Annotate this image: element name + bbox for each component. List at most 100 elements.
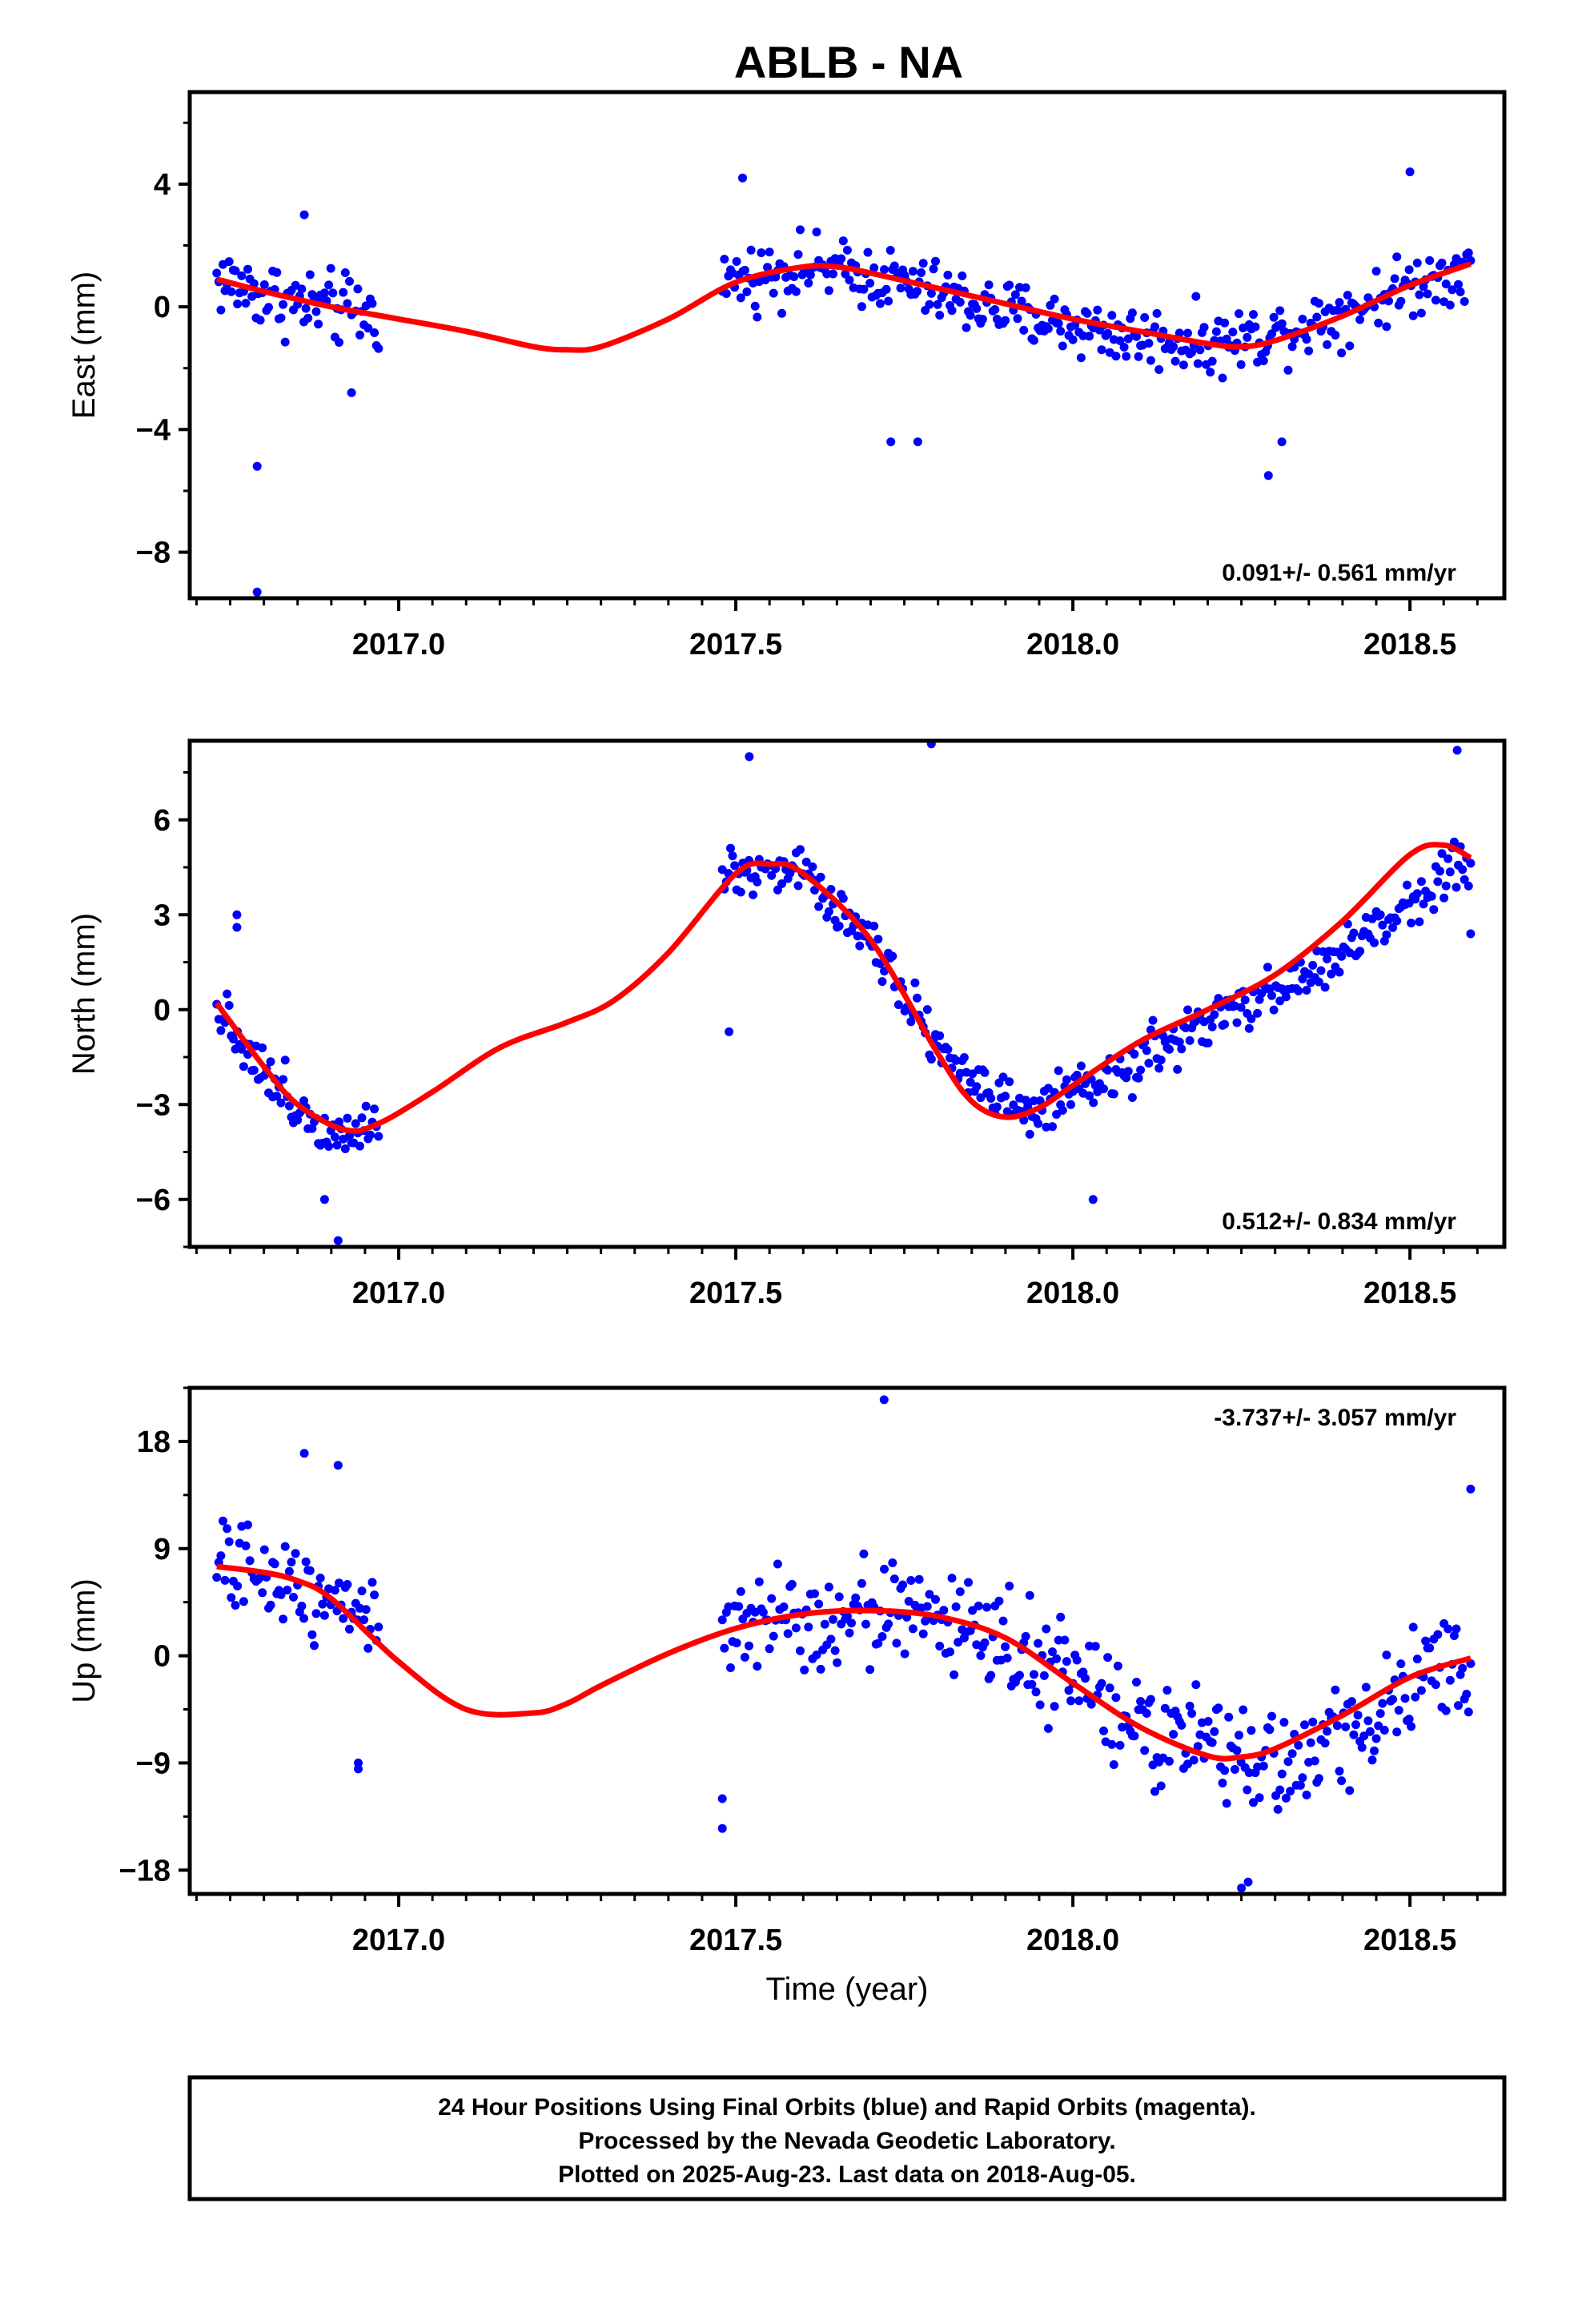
y-tick-label: 4 [154, 168, 171, 202]
data-point [1281, 1793, 1291, 1803]
data-point [796, 225, 805, 235]
data-point [777, 879, 786, 888]
data-points [212, 741, 1476, 1245]
data-point [1165, 1044, 1174, 1054]
data-point [1416, 1686, 1426, 1695]
data-point [239, 1062, 248, 1072]
data-point [875, 299, 885, 308]
data-point [816, 872, 825, 882]
data-point [1232, 1746, 1242, 1755]
x-tick-label: 2017.0 [352, 1277, 445, 1310]
data-point [855, 941, 865, 951]
data-point [299, 1449, 309, 1458]
x-tick-label: 2018.0 [1026, 1924, 1119, 1957]
data-point [1105, 1683, 1114, 1693]
data-point [311, 1609, 321, 1618]
data-point [1025, 1129, 1034, 1139]
data-point [857, 1578, 866, 1588]
data-point [357, 1586, 367, 1596]
data-point [355, 1141, 364, 1151]
data-point [834, 1592, 844, 1602]
data-point [1056, 327, 1066, 336]
data-point [908, 267, 917, 276]
data-point [754, 1577, 764, 1586]
data-point [974, 1601, 983, 1610]
data-point [1239, 1705, 1248, 1715]
data-point [1111, 352, 1121, 361]
data-point [1034, 1638, 1043, 1648]
data-point [1253, 1008, 1263, 1018]
data-point [1099, 1726, 1108, 1735]
data-point [1097, 345, 1106, 355]
fit-curve [215, 261, 1472, 353]
data-point [233, 300, 243, 308]
data-point [1072, 1655, 1082, 1665]
data-point [888, 1558, 897, 1567]
data-point [1154, 365, 1164, 374]
data-point [1152, 308, 1162, 318]
data-point [315, 1574, 325, 1582]
data-point [311, 307, 321, 316]
data-point [1046, 300, 1055, 310]
data-point [869, 921, 879, 931]
data-point [1191, 292, 1201, 301]
data-point [943, 271, 953, 279]
data-point [276, 1590, 286, 1599]
data-point [801, 857, 811, 866]
data-point [255, 316, 265, 325]
data-point [266, 1600, 275, 1610]
data-point [1060, 1635, 1070, 1645]
x-tick-label: 2018.5 [1363, 1924, 1456, 1957]
footer-line-2: Processed by the Nevada Geodetic Laborat… [578, 2128, 1115, 2154]
data-point [1062, 1075, 1071, 1084]
data-point [1433, 1630, 1443, 1639]
data-point [272, 1092, 282, 1101]
data-point [1265, 1725, 1275, 1735]
data-point [1341, 1722, 1351, 1731]
data-point [1431, 1680, 1440, 1690]
data-point [303, 313, 313, 323]
data-point [355, 330, 364, 340]
data-point [1039, 1671, 1049, 1680]
data-point [305, 1566, 315, 1575]
data-point [357, 1113, 367, 1123]
data-point [307, 1630, 317, 1639]
data-point [239, 1597, 248, 1606]
data-point [720, 255, 729, 264]
data-point [1411, 1692, 1420, 1702]
data-point [227, 287, 236, 296]
data-point [793, 250, 803, 259]
data-point [1232, 1018, 1242, 1027]
data-point [305, 270, 315, 279]
data-point [885, 246, 895, 255]
data-point [1043, 324, 1053, 333]
data-point [1367, 1755, 1377, 1765]
data-point [319, 1610, 329, 1620]
data-point [1005, 1582, 1014, 1590]
data-point [1043, 1723, 1053, 1733]
data-point [299, 1096, 308, 1105]
data-point [1323, 340, 1332, 349]
data-point [354, 1758, 363, 1767]
data-point [1187, 348, 1197, 357]
data-point [216, 305, 226, 315]
data-point [859, 1549, 869, 1558]
data-point [1392, 252, 1402, 262]
data-point [1183, 328, 1192, 338]
data-point [287, 1558, 296, 1567]
data-point [1275, 306, 1285, 316]
data-point [845, 1628, 854, 1638]
data-point [992, 1102, 1002, 1112]
data-point [1109, 1760, 1118, 1769]
data-point [1109, 1089, 1118, 1099]
data-point [339, 287, 348, 297]
data-point [950, 1670, 959, 1679]
data-point [1408, 1622, 1418, 1632]
data-point [284, 1566, 294, 1576]
data-point [925, 300, 934, 309]
data-point [888, 951, 897, 961]
data-point [1230, 1765, 1239, 1774]
data-point [228, 1035, 238, 1043]
data-point [964, 1578, 973, 1587]
data-point [877, 1632, 887, 1641]
